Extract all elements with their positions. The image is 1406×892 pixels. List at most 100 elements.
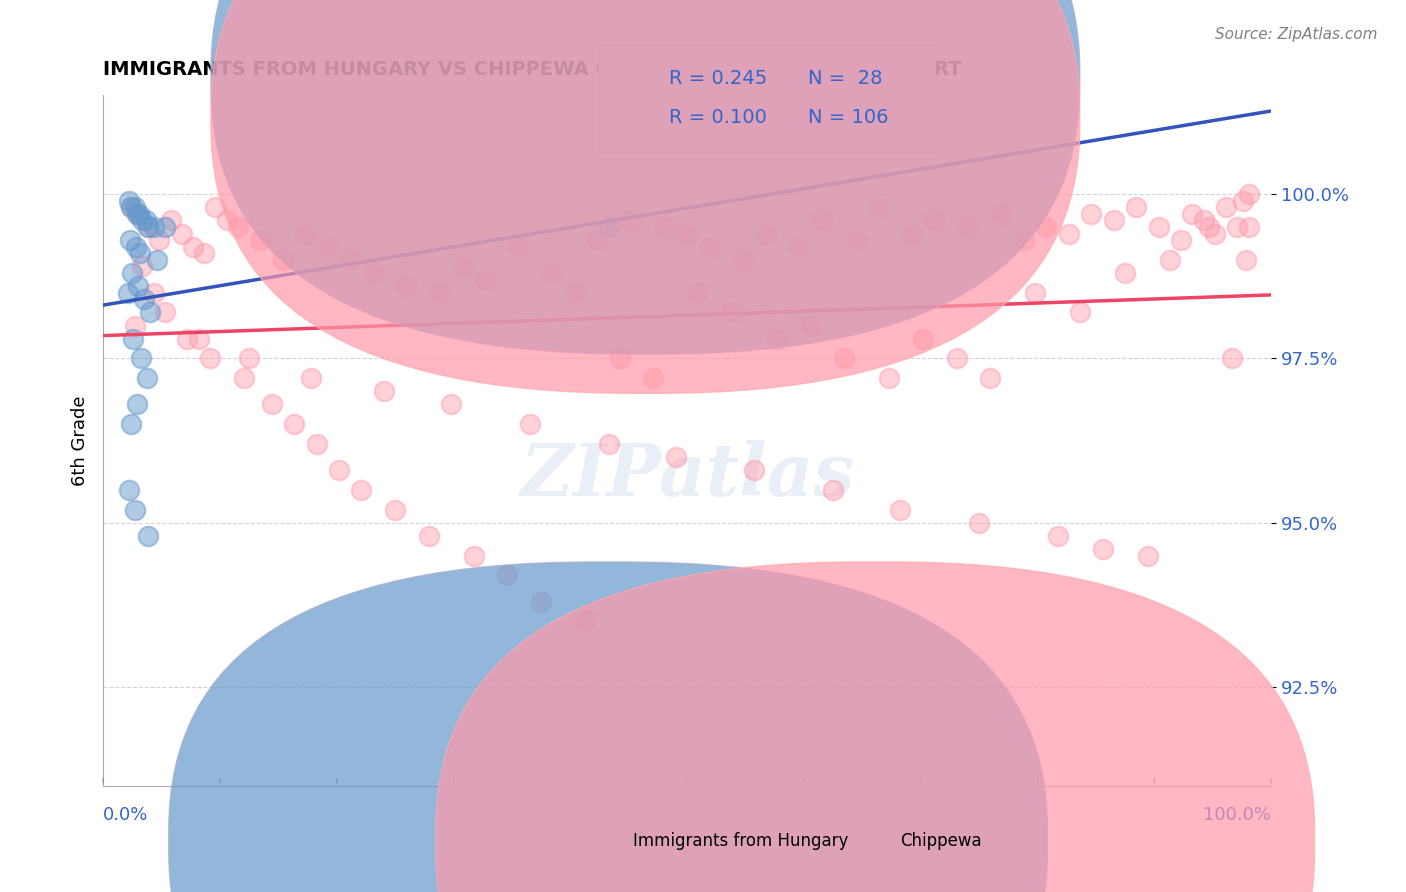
Point xyxy=(136,219,159,234)
Point xyxy=(148,233,170,247)
Point xyxy=(1136,549,1159,563)
Point xyxy=(755,227,778,241)
Text: Immigrants from Hungary: Immigrants from Hungary xyxy=(633,832,848,850)
Point xyxy=(766,332,789,346)
Point xyxy=(1159,252,1181,267)
Text: R = 0.100: R = 0.100 xyxy=(669,108,768,128)
Point xyxy=(294,227,316,241)
Point xyxy=(299,371,322,385)
Point xyxy=(328,463,350,477)
Point xyxy=(1204,227,1226,241)
Point xyxy=(598,219,620,234)
Point xyxy=(643,371,665,385)
Point xyxy=(1237,219,1260,234)
Point xyxy=(508,240,530,254)
Point xyxy=(124,200,146,214)
Point xyxy=(956,219,979,234)
Point xyxy=(128,207,150,221)
Text: 0.0%: 0.0% xyxy=(103,805,149,823)
Point xyxy=(845,233,868,247)
Point xyxy=(967,516,990,530)
Point xyxy=(1198,219,1220,234)
Point xyxy=(463,549,485,563)
Point xyxy=(159,213,181,227)
Point xyxy=(120,200,142,214)
Point xyxy=(316,240,339,254)
Point xyxy=(1035,219,1057,234)
Point xyxy=(1046,529,1069,543)
Point xyxy=(541,266,564,280)
Point xyxy=(232,371,254,385)
Point xyxy=(395,279,418,293)
Point xyxy=(800,318,823,333)
Point xyxy=(350,483,373,497)
Point xyxy=(117,285,139,300)
Text: R = 0.245: R = 0.245 xyxy=(669,69,768,88)
Point xyxy=(688,285,710,300)
Point xyxy=(979,371,1001,385)
Point xyxy=(131,213,153,227)
Point xyxy=(733,252,755,267)
Point xyxy=(249,233,271,247)
Point xyxy=(789,240,811,254)
Point xyxy=(1125,200,1147,214)
Point xyxy=(945,351,967,366)
Point xyxy=(564,285,586,300)
Point xyxy=(136,529,159,543)
Point xyxy=(339,252,361,267)
Point xyxy=(440,397,463,411)
Point xyxy=(900,227,922,241)
Point xyxy=(181,240,204,254)
Text: Source: ZipAtlas.com: Source: ZipAtlas.com xyxy=(1215,27,1378,42)
Point xyxy=(125,240,148,254)
Point xyxy=(120,417,142,432)
Point xyxy=(866,200,889,214)
Point xyxy=(1215,200,1237,214)
Point xyxy=(834,351,856,366)
Point xyxy=(519,417,541,432)
Point xyxy=(373,384,395,399)
Point xyxy=(889,502,911,516)
Point xyxy=(142,285,165,300)
Point xyxy=(283,417,305,432)
Text: N =  28: N = 28 xyxy=(808,69,883,88)
Point xyxy=(238,351,260,366)
Point xyxy=(699,240,721,254)
Text: IMMIGRANTS FROM HUNGARY VS CHIPPEWA 6TH GRADE CORRELATION CHART: IMMIGRANTS FROM HUNGARY VS CHIPPEWA 6TH … xyxy=(103,60,962,78)
Point xyxy=(271,252,294,267)
Point xyxy=(305,437,328,451)
Point xyxy=(136,371,159,385)
Point xyxy=(170,227,193,241)
Point xyxy=(127,279,149,293)
Point xyxy=(125,207,148,221)
Text: ZIPatlas: ZIPatlas xyxy=(520,440,855,510)
Point xyxy=(131,351,153,366)
Point xyxy=(153,305,176,319)
Point xyxy=(676,227,699,241)
Point xyxy=(136,219,159,234)
Point xyxy=(118,483,141,497)
Point xyxy=(586,233,609,247)
Point xyxy=(575,615,598,629)
Point xyxy=(1220,351,1243,366)
Point xyxy=(1057,227,1080,241)
Point xyxy=(260,397,283,411)
Point xyxy=(496,568,519,582)
Point xyxy=(620,213,643,227)
Text: 100.0%: 100.0% xyxy=(1204,805,1271,823)
Point xyxy=(187,332,209,346)
Point xyxy=(1091,542,1114,557)
Point xyxy=(118,194,141,208)
Point xyxy=(142,219,165,234)
Point xyxy=(176,332,198,346)
Point xyxy=(1234,252,1257,267)
Point xyxy=(129,246,152,260)
Point xyxy=(124,318,146,333)
Point xyxy=(1114,266,1136,280)
Y-axis label: 6th Grade: 6th Grade xyxy=(72,395,89,486)
Point xyxy=(193,246,215,260)
Text: N = 106: N = 106 xyxy=(808,108,889,128)
Point xyxy=(654,219,676,234)
Point xyxy=(1192,213,1215,227)
Point xyxy=(122,332,145,346)
